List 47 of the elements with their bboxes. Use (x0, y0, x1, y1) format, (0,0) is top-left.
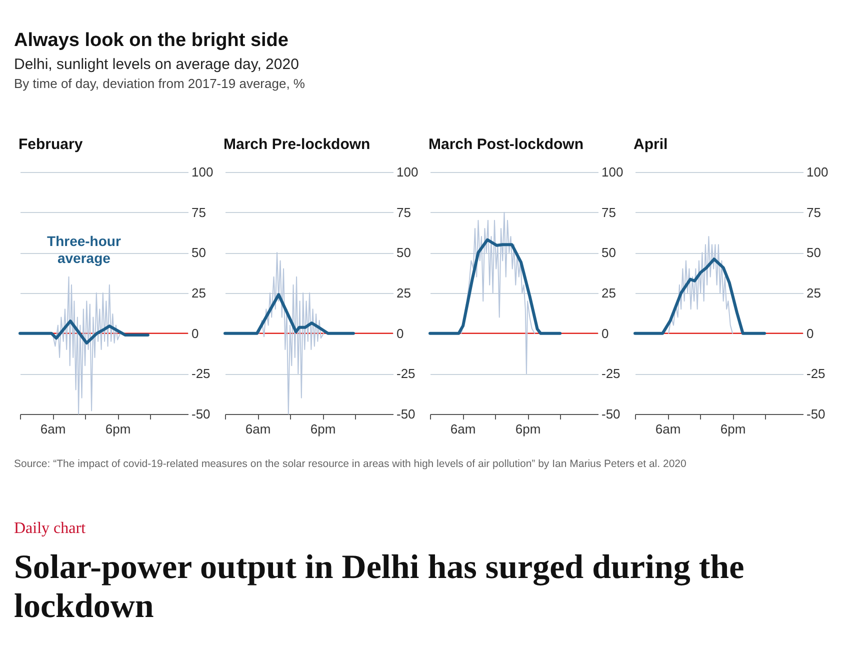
text: Delhi, sunlight levels on average day, 2020 (14, 56, 300, 73)
y-tick-label: -50 (602, 406, 620, 422)
y-tick-label: 75 (396, 204, 411, 220)
y-tick-label: 50 (602, 245, 616, 260)
y-tick-label: 25 (396, 286, 411, 300)
y-tick-label: 100 (602, 164, 624, 180)
text: By time of day, deviation from 2017-19 average, % (14, 76, 306, 91)
text: Daily chart (14, 520, 87, 538)
y-tick-label: 100 (192, 164, 214, 180)
text: Three-hour average (47, 233, 122, 266)
source-note: Source: “The impact of covid-19-related measures on the solar resource in areas with high levels of air pollution” by Ian Marius Peters et al. 2020 (14, 458, 688, 470)
y-tick-label: 100 (396, 164, 418, 180)
x-tick-label: 6pm (720, 422, 746, 436)
x-tick-label: 6am (245, 422, 271, 436)
y-tick-label: 50 (396, 245, 411, 260)
chart-title: February (18, 136, 84, 153)
y-tick-label: 75 (602, 204, 616, 220)
x-tick-label: 6am (655, 422, 681, 436)
y-tick-label: -25 (192, 366, 210, 382)
x-tick-label: 6pm (515, 422, 541, 436)
y-tick-label: 0 (602, 326, 609, 341)
y-tick-label: -50 (192, 406, 210, 422)
y-tick-label: 50 (192, 245, 206, 260)
y-tick-label: -25 (806, 366, 826, 382)
x-tick-label: 6am (450, 422, 476, 436)
y-tick-label: -25 (602, 366, 620, 382)
text: Always look on the bright side (14, 30, 290, 52)
y-tick-label: -50 (806, 406, 826, 422)
chart-title: April (634, 136, 668, 153)
x-tick-label: 6am (40, 422, 66, 436)
y-tick-label: 100 (806, 164, 828, 180)
y-tick-label: 0 (192, 326, 199, 341)
y-tick-label: 50 (806, 245, 821, 260)
x-tick-label: 6pm (310, 422, 336, 436)
chart-title: March Post-lockdown (428, 136, 584, 153)
y-tick-label: 25 (806, 286, 821, 300)
y-tick-label: -50 (396, 406, 416, 422)
y-tick-label: 0 (396, 326, 404, 341)
text: Solar-power output in Delhi has surged during the lockdown (14, 548, 746, 626)
chart-title: March Pre-lockdown (224, 136, 370, 153)
y-tick-label: 75 (806, 204, 821, 220)
y-tick-label: -25 (396, 366, 416, 382)
y-tick-label: 25 (602, 286, 616, 300)
y-tick-label: 75 (192, 204, 206, 220)
y-tick-label: 25 (192, 286, 206, 300)
x-tick-label: 6pm (105, 422, 131, 436)
y-tick-label: 0 (806, 326, 814, 341)
